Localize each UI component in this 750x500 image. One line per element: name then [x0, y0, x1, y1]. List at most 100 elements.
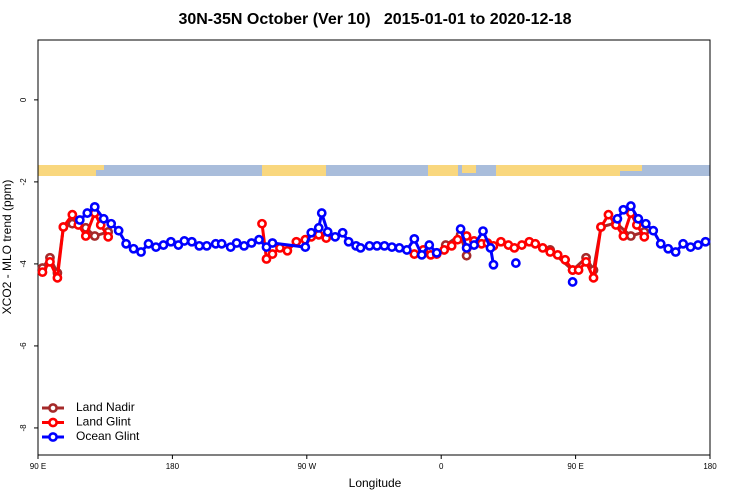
data-point [439, 245, 450, 255]
data-point [625, 231, 636, 241]
x-tick-label: 90 E [30, 462, 46, 471]
plot-frame [37, 39, 711, 456]
data-point [431, 247, 442, 258]
data-point [409, 233, 420, 244]
data-point [618, 231, 629, 241]
data-point [89, 202, 100, 212]
data-point [128, 243, 139, 254]
data-point [166, 236, 176, 247]
data-point [300, 242, 311, 252]
y-tick-label: -6 [19, 342, 28, 350]
data-point [496, 236, 506, 247]
y-axis-label: XCO2 - MLO trend (ppm) [0, 180, 14, 315]
land-band [620, 165, 642, 171]
data-point [446, 240, 457, 251]
data-point [355, 243, 366, 253]
data-point [82, 208, 93, 218]
data-point [267, 238, 278, 248]
data-point [461, 243, 472, 253]
y-tick-label: -4 [19, 260, 28, 268]
data-point [231, 238, 242, 248]
data-point [516, 240, 527, 250]
data-point [103, 231, 114, 242]
data-point [409, 249, 420, 259]
data-point [201, 240, 212, 251]
data-point [89, 231, 100, 241]
y-tick-label: -8 [19, 424, 28, 432]
land-band [496, 165, 620, 176]
data-point [52, 272, 63, 283]
data-point [216, 238, 227, 249]
data-point [509, 243, 520, 253]
data-point [625, 201, 636, 211]
y-tick-label: 0 [19, 97, 28, 102]
x-tick-label: 90 W [297, 462, 316, 471]
data-point [186, 236, 197, 247]
data-point [364, 240, 375, 251]
data-point [510, 258, 521, 268]
data-point [121, 238, 132, 249]
data-point [452, 234, 463, 245]
data-point [648, 225, 659, 236]
land-band [38, 165, 96, 176]
data-point [194, 240, 205, 251]
data-point [612, 213, 623, 224]
data-point [573, 265, 584, 275]
data-point [67, 209, 78, 220]
data-point [239, 240, 249, 251]
data-point [45, 256, 55, 267]
data-point [74, 215, 85, 225]
data-point [306, 227, 317, 238]
data-point [37, 267, 48, 278]
data-point [261, 254, 272, 264]
data-point [603, 209, 614, 220]
data-point [416, 249, 427, 260]
data-point [455, 224, 466, 234]
data-point [80, 231, 91, 241]
x-axis-label: Longitude [349, 476, 402, 490]
x-tick-label: 90 E [567, 462, 583, 471]
y-tick-label: -2 [19, 178, 28, 186]
data-point [424, 240, 435, 250]
data-point [254, 234, 264, 245]
data-point [488, 259, 499, 270]
data-point [313, 222, 324, 233]
data-point [151, 242, 161, 252]
legend-label: Land Glint [76, 415, 131, 429]
data-point [567, 277, 578, 287]
data-point [663, 243, 674, 254]
data-point [98, 213, 109, 224]
x-tick-label: 180 [166, 462, 180, 471]
data-point [387, 242, 397, 252]
data-point [158, 240, 169, 250]
data-point [693, 240, 703, 250]
data-point [478, 226, 488, 236]
data-point [106, 218, 117, 229]
data-point [639, 231, 650, 242]
data-point [700, 236, 711, 247]
data-point [316, 208, 327, 218]
data-point [670, 247, 681, 257]
data-point [537, 243, 548, 253]
data-point [552, 249, 563, 260]
data-point [485, 243, 496, 253]
data-point [136, 247, 146, 257]
land-band [428, 165, 458, 176]
data-point [640, 218, 651, 229]
data-point [330, 231, 341, 242]
data-point [618, 204, 629, 215]
data-point [545, 247, 556, 257]
data-point [343, 236, 354, 247]
data-point [655, 238, 666, 249]
series [74, 201, 711, 287]
data-point [461, 250, 472, 261]
x-tick-label: 0 [439, 462, 444, 471]
data-point [560, 254, 571, 265]
data-point [113, 225, 124, 236]
data-point [469, 240, 479, 250]
legend-label: Land Nadir [76, 400, 135, 414]
data-point [581, 256, 591, 267]
data-point [322, 227, 333, 237]
